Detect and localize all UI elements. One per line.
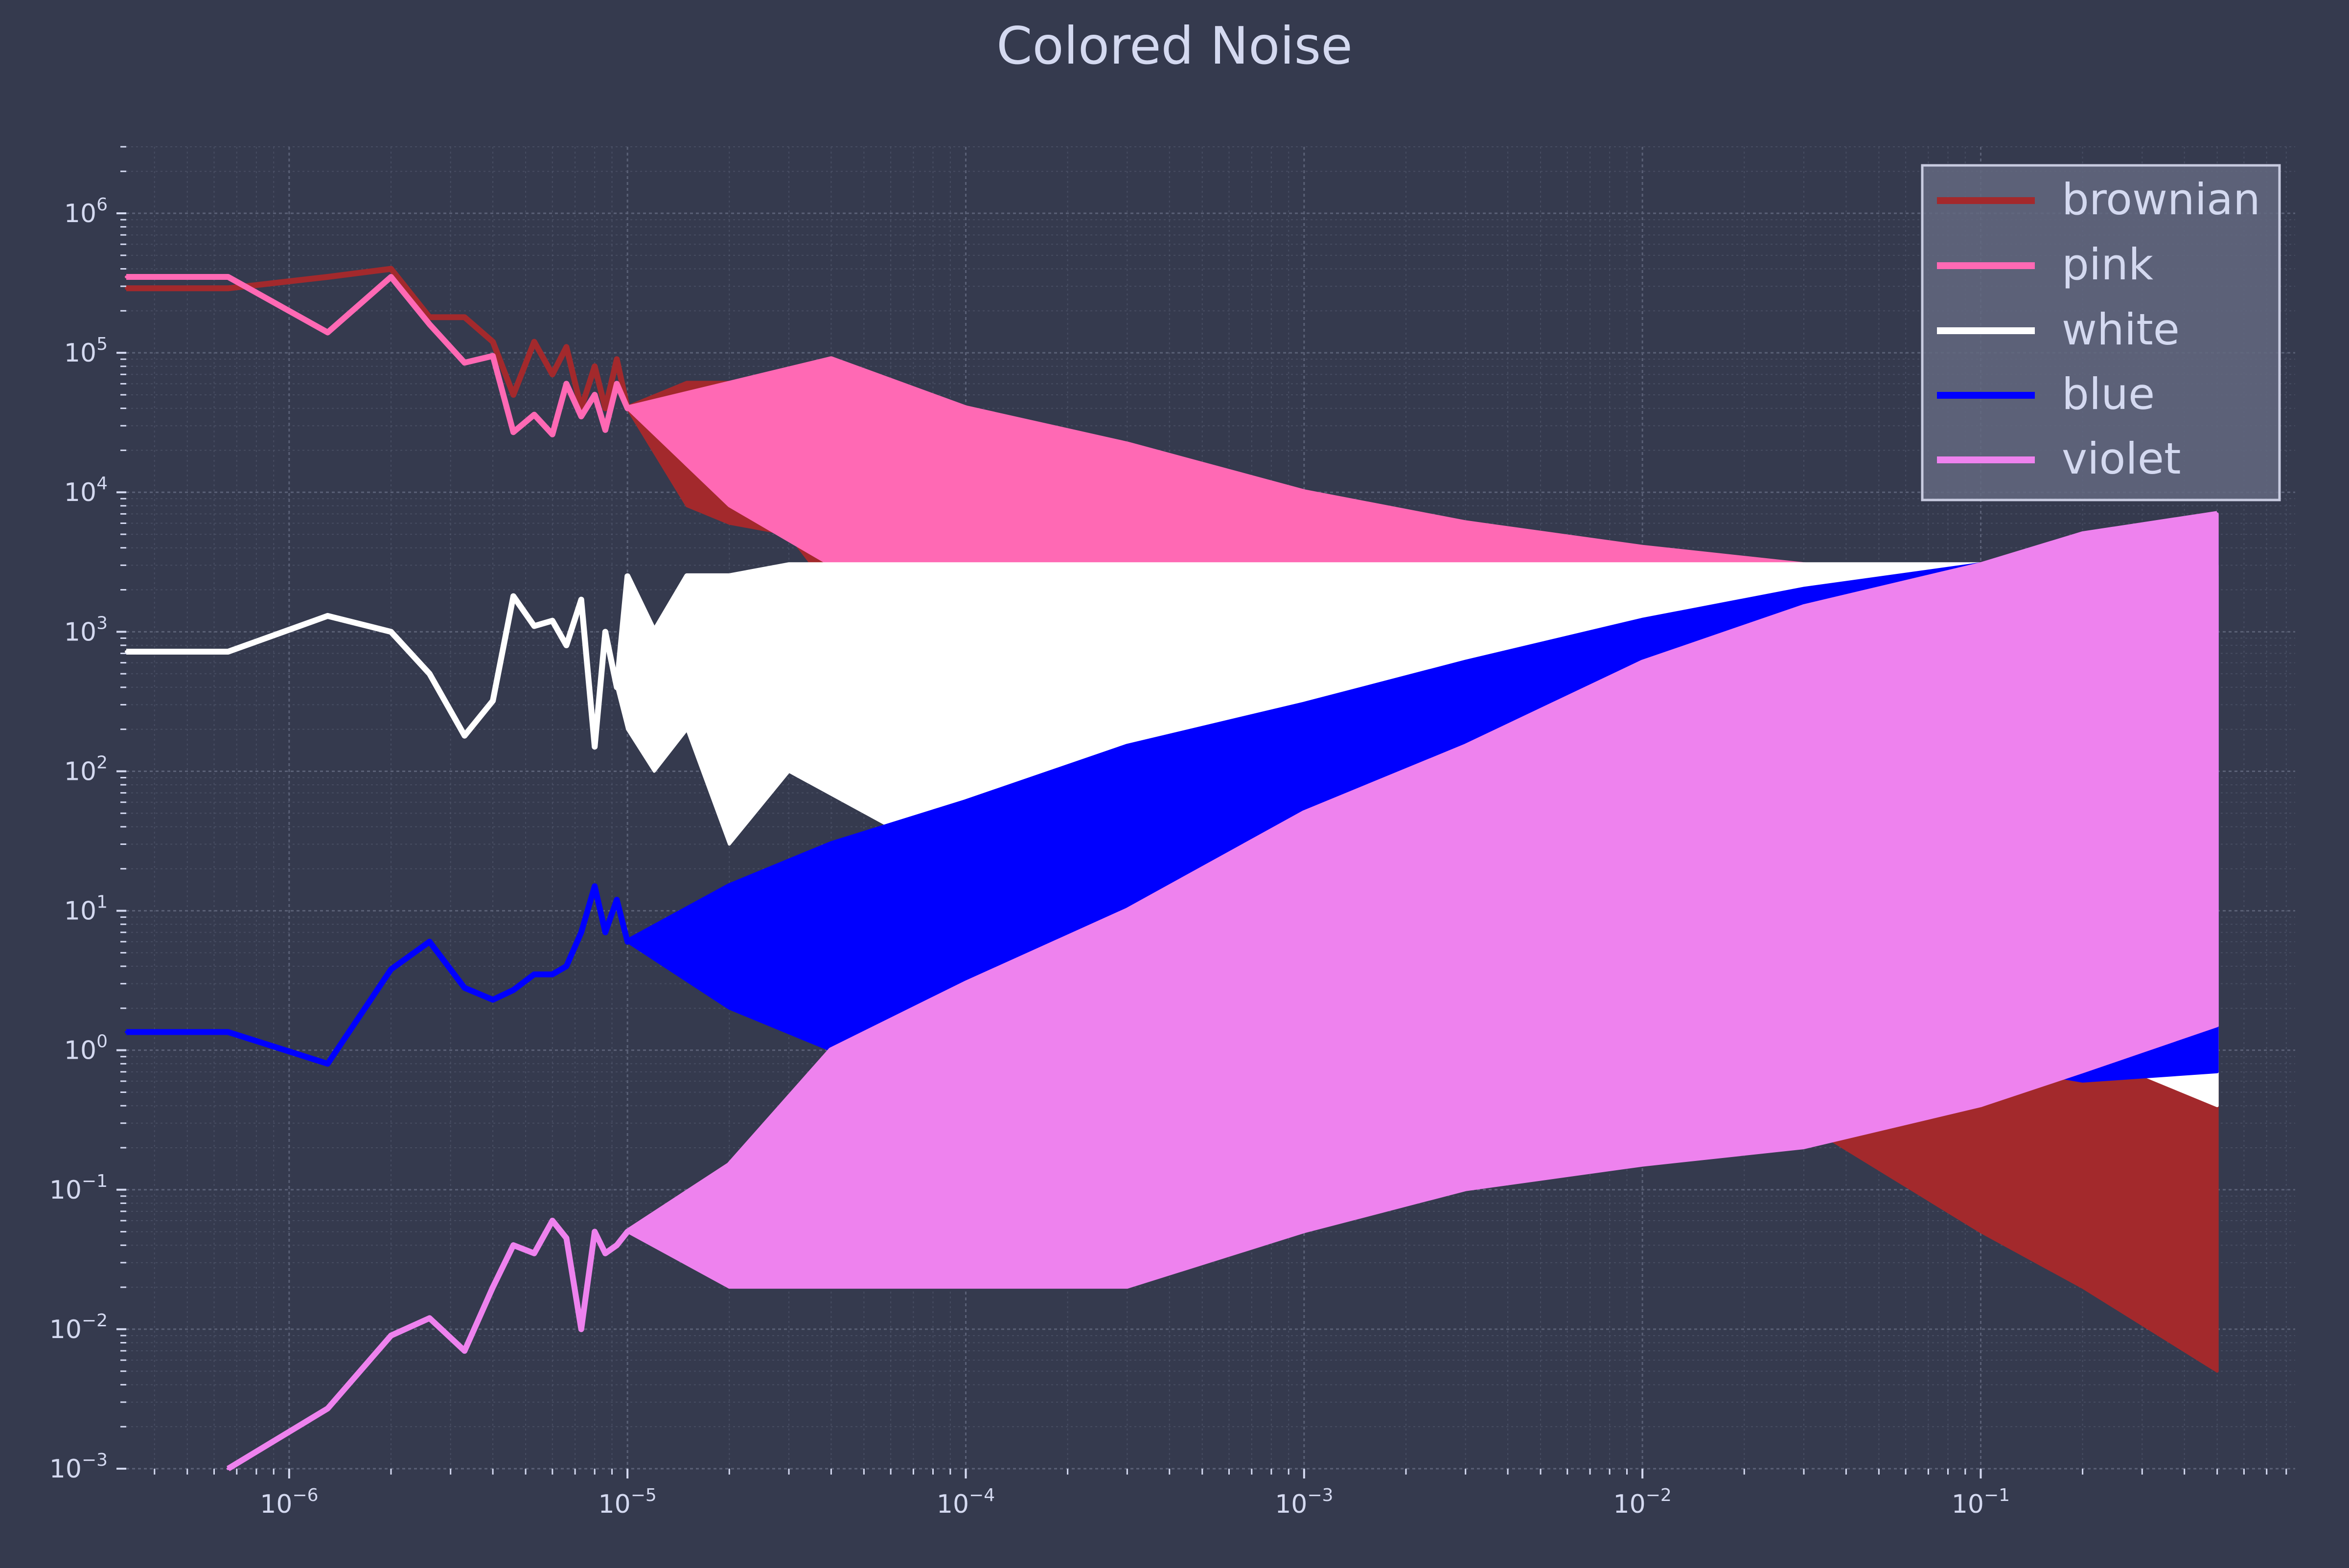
y-tick-label: 10−2	[49, 1311, 108, 1344]
legend: brownian pink white blue violet	[1921, 164, 2281, 501]
y-tick-label: 100	[64, 1032, 108, 1066]
y-tick-label: 106	[64, 195, 108, 228]
legend-label-blue: blue	[2062, 369, 2155, 419]
series-line-pink	[126, 274, 2217, 579]
y-axis: 10−3 10−2 10−1 100 101 102 103 104 105 106	[49, 146, 126, 1484]
y-tick-label: 105	[64, 334, 108, 368]
series-layer	[125, 266, 2219, 1472]
series-line-white	[126, 562, 2217, 750]
x-tick-label: 10−6	[260, 1485, 318, 1519]
x-tick-label: 10−1	[1952, 1485, 2010, 1519]
y-tick-label: 101	[64, 892, 108, 926]
x-axis: 10−6 10−5 10−4 10−3 10−2 10−1	[154, 1469, 2287, 1519]
y-tick-label: 103	[64, 613, 108, 647]
series-violet	[226, 511, 2219, 1472]
x-tick-label: 10−5	[599, 1485, 657, 1519]
legend-label-violet: violet	[2062, 433, 2181, 484]
series-line-violet	[226, 511, 2218, 1472]
x-tick-label: 10−4	[937, 1485, 995, 1519]
x-tick-label: 10−3	[1275, 1485, 1333, 1519]
legend-label-brownian: brownian	[2062, 174, 2260, 225]
x-tick-label: 10−2	[1613, 1485, 1672, 1519]
legend-label-white: white	[2062, 304, 2180, 355]
y-tick-label: 10−3	[49, 1450, 108, 1484]
legend-label-pink: pink	[2062, 239, 2153, 290]
y-tick-label: 104	[64, 474, 108, 507]
chart-title: Colored Noise	[996, 16, 1353, 76]
y-tick-label: 102	[64, 752, 108, 786]
series-line-blue	[126, 531, 2218, 1067]
y-tick-label: 10−1	[49, 1171, 108, 1205]
